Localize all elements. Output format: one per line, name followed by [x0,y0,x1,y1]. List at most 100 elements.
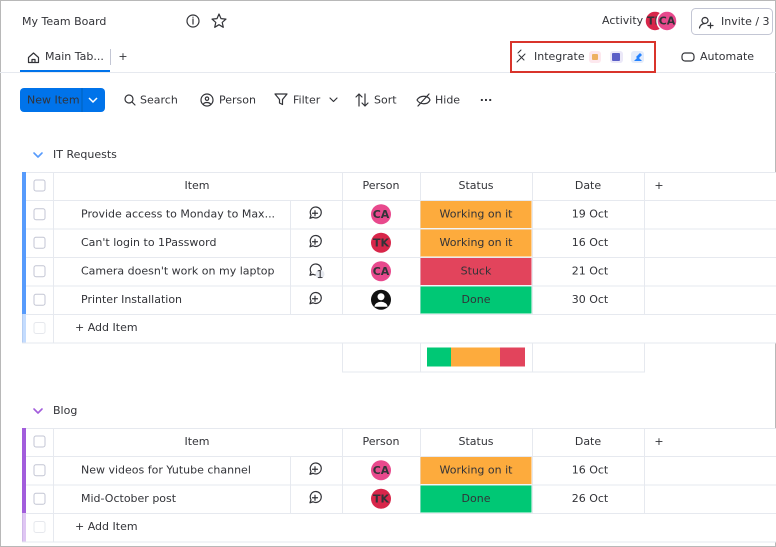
date-value: 26 Oct [572,492,609,505]
comment-plus [311,295,319,302]
status-cell[interactable] [420,258,532,285]
comment-badge [315,269,325,279]
person-avatar [371,261,391,282]
invite-label: Invite / 3 [721,15,770,28]
row-checkbox[interactable] [33,435,46,448]
search-icon-handle [131,101,136,106]
new-item-dropdown [88,97,98,104]
person-avatar [371,460,391,481]
column-header: Status [458,179,493,192]
column-header: Date [575,179,602,192]
add-item-row[interactable]: + Add Item [75,520,138,533]
integration-logo-jira-mark [634,53,642,61]
comment-icon [309,206,322,219]
add-item-row[interactable]: + Add Item [75,321,138,334]
status-label: Working on it [440,463,514,476]
column-header: Person [363,179,400,192]
status-cell[interactable] [420,286,532,314]
new-item-button[interactable] [20,88,105,112]
person-avatar-body [374,301,388,307]
summary-stuck [500,347,525,367]
invite-icon [698,16,714,29]
automate-icon [681,52,695,62]
column-header: Item [184,435,209,448]
date-value: 19 Oct [572,207,609,220]
row-checkbox[interactable] [33,265,46,278]
person-icon [200,93,214,107]
status-label: Working on it [440,207,514,220]
row-checkbox[interactable] [33,492,46,505]
person-button[interactable]: Person [219,94,256,107]
row-checkbox[interactable] [33,521,46,533]
date-value: 16 Oct [572,236,609,249]
status-label: Working on it [440,236,514,249]
item-name[interactable]: Mid-October post [81,492,177,505]
item-name[interactable]: Can't login to 1Password [81,236,216,249]
activity-link[interactable]: Activity [602,14,644,27]
status-label: Done [462,293,491,306]
column-header: Person [363,435,400,448]
comment-icon [309,291,322,305]
add-tab[interactable]: + [118,50,127,63]
row-checkbox[interactable] [33,293,46,306]
item-name[interactable]: New videos for Yutube channel [81,463,251,476]
group-color-bar [22,172,26,314]
info-icon[interactable] [186,14,200,28]
integrate-icon [516,49,526,63]
more-button[interactable]: ... [480,91,493,104]
search-button[interactable]: Search [140,94,178,107]
person-avatar [371,488,391,509]
hide-button[interactable]: Hide [435,94,460,107]
item-name[interactable]: Camera doesn't work on my laptop [81,264,275,277]
status-cell[interactable] [420,229,532,257]
comment-plus [311,238,319,245]
status-cell[interactable] [420,485,532,513]
filter-button[interactable]: Filter [293,94,321,107]
sort-icon [355,93,369,107]
comment-icon [309,490,322,504]
person-initials: CA [373,265,390,278]
column-header: Status [458,435,493,448]
star-icon [211,13,227,28]
row-checkbox[interactable] [33,322,46,334]
column-header: Item [184,179,209,192]
status-cell[interactable] [420,201,532,228]
comment-icon [309,234,322,248]
item-name[interactable]: Printer Installation [81,293,182,306]
group-title[interactable]: IT Requests [53,148,117,161]
comment-plus [311,494,319,501]
row-checkbox[interactable] [33,464,46,477]
comment-icon [309,462,322,475]
person-avatar [371,204,391,225]
home-icon [27,52,40,64]
date-value: 16 Oct [572,463,609,476]
comment-plus [311,466,319,473]
integrate-highlight [510,41,656,73]
person-initials: CA [373,464,390,477]
new-item-label: New Item [27,94,80,107]
item-name[interactable]: Provide access to Monday to Max... [81,207,275,220]
row-checkbox[interactable] [33,179,46,192]
person-icon-mark [202,96,212,105]
group-title[interactable]: Blog [53,404,77,417]
column-header[interactable]: + [654,435,663,448]
group-color-bar [22,428,26,513]
comment-plus [311,210,319,217]
automate-button[interactable]: Automate [700,50,754,63]
group-collapse [33,408,43,414]
main-tab[interactable]: Main Tab... [45,50,104,63]
status-label: Stuck [461,264,492,277]
integration-logo-teams-mark [612,53,620,61]
summary-done [427,347,451,367]
hide-icon [416,93,431,107]
row-checkbox[interactable] [33,236,46,249]
row-checkbox[interactable] [33,208,46,221]
integrate-button[interactable]: Integrate [534,50,585,63]
sort-button[interactable]: Sort [374,94,397,107]
invite-button[interactable] [691,8,773,35]
board-title: My Team Board [22,15,106,28]
status-cell[interactable] [420,457,532,484]
column-header[interactable]: + [654,179,663,192]
